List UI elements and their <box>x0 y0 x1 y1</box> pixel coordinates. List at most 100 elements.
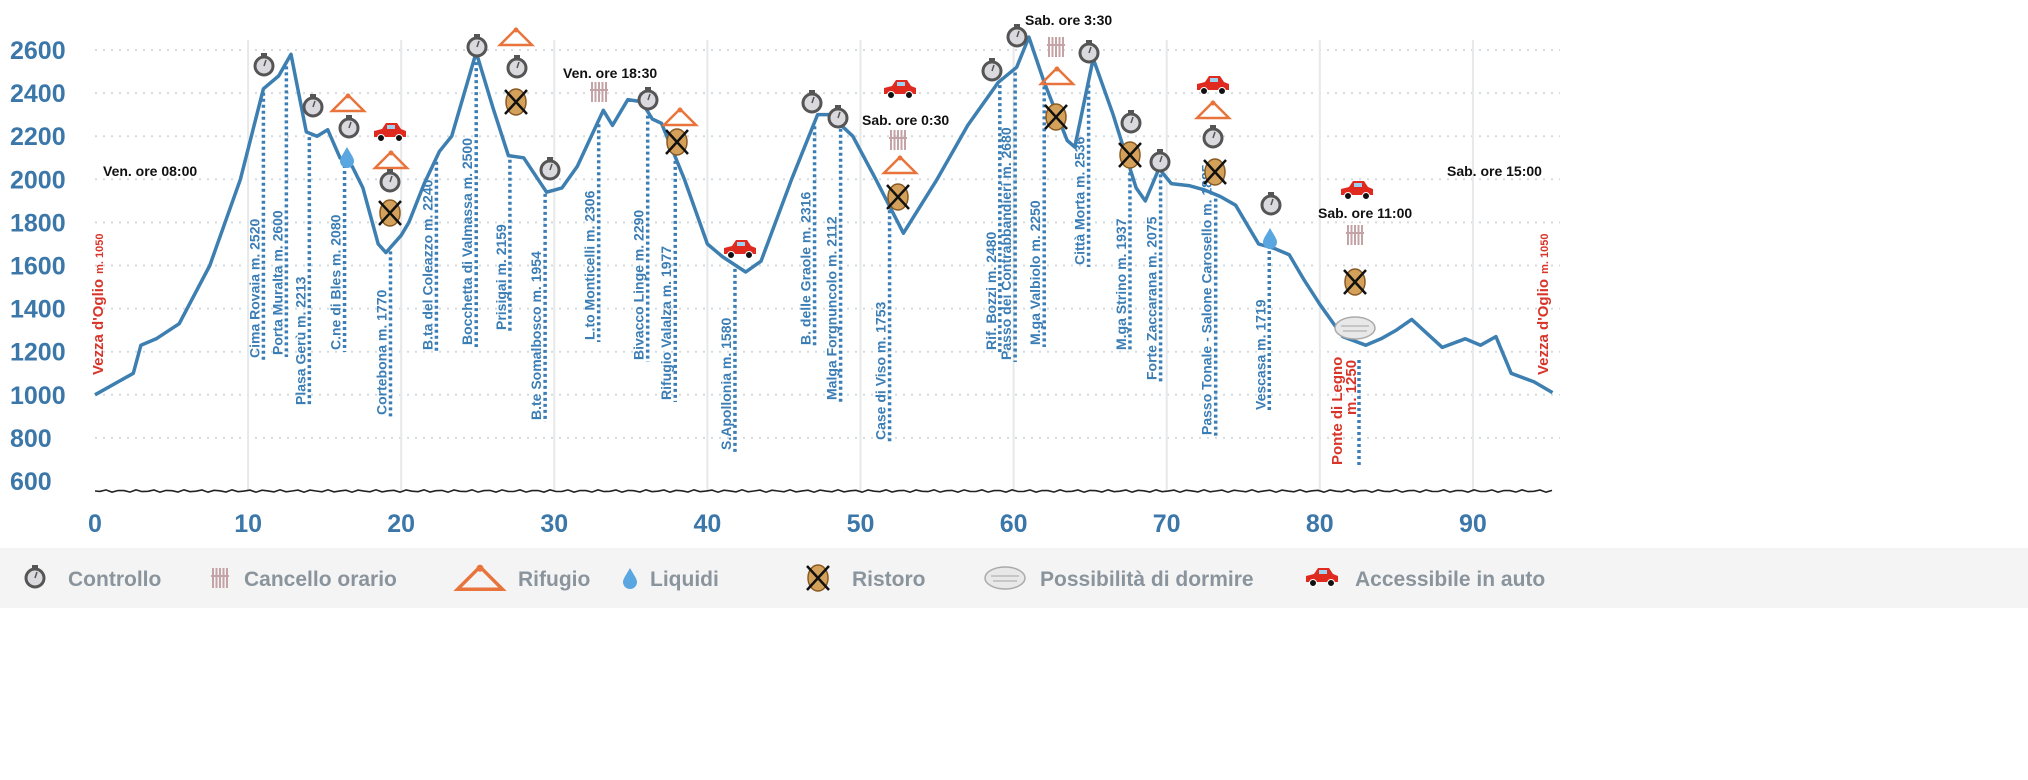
gate-rail <box>211 575 229 577</box>
ristoro-icon <box>886 183 910 211</box>
rifugio-icon <box>660 107 700 127</box>
controllo-icon <box>801 90 823 114</box>
end-elevation: m. 1050 <box>1539 234 1551 274</box>
legend-label: Possibilità di dormire <box>1040 568 1254 591</box>
gate-bar <box>1357 225 1360 245</box>
waypoint-marker: Porta Muralta m. 2600 <box>269 66 289 357</box>
stopwatch-button <box>1210 125 1216 129</box>
waypoint-marker: Forte Zaccarana m. 2075 <box>1144 174 1163 382</box>
start-elevation: m. 1050 <box>94 234 106 274</box>
car-body <box>374 123 406 137</box>
stopwatch-button <box>261 53 267 57</box>
car-wheel <box>905 91 913 99</box>
waypoint-marker: C.ne di Bles m. 2080 <box>328 164 347 352</box>
profile <box>94 35 1554 397</box>
end-name: Vezza d'Oglio <box>1535 279 1552 375</box>
ristoro-icon <box>1203 158 1227 186</box>
hut-roof <box>1037 66 1077 86</box>
waypoint-marker: Passo dei Contrabbandieri m. 2680 <box>998 72 1017 362</box>
gate-bar <box>1062 37 1064 57</box>
stopwatch-button <box>32 565 38 569</box>
ground-line <box>94 488 1553 494</box>
stopwatch-button <box>1014 24 1020 28</box>
car-wheel <box>1327 579 1335 587</box>
controllo-icon <box>24 565 46 589</box>
hut-roof <box>1193 100 1233 120</box>
gate-bar <box>1055 37 1057 57</box>
waypoint-marker: Cima Rovaia m. 2520 <box>246 92 266 360</box>
y-tick-label: 1800 <box>10 209 66 237</box>
controllo-icon <box>1260 192 1282 216</box>
waypoint-label: Forte Zaccarana m. 2075 <box>1144 216 1160 380</box>
legend-label: Accessibile in auto <box>1355 568 1545 591</box>
stopwatch-button <box>474 34 480 38</box>
waypoint-label: Prisigai m. 2159 <box>493 224 509 330</box>
car-body <box>884 80 916 94</box>
station-icons <box>253 24 1376 340</box>
x-tick-label: 0 <box>88 510 102 538</box>
waypoint-marker: B. delle Graole m. 2316 <box>798 126 817 347</box>
hut-roof <box>328 93 368 113</box>
car-wheel <box>377 134 385 142</box>
waypoint-marker: Bocchetta di Valmassa m. 2500 <box>459 56 478 347</box>
rifugio-icon <box>453 564 507 591</box>
car-wheel <box>1362 192 1370 200</box>
hut-roof <box>371 150 411 170</box>
gate-bar <box>1048 37 1050 57</box>
waypoint-label: S.Apollonia m. 1580 <box>718 318 734 450</box>
controllo-icon <box>1202 125 1224 149</box>
ristoro-icon <box>1044 103 1068 131</box>
gate-bar <box>893 130 896 150</box>
cross-mark <box>665 129 689 155</box>
bed-lines <box>1341 325 1369 332</box>
gate-bar <box>1350 225 1353 245</box>
cross-mark <box>1044 104 1068 130</box>
stopwatch-button <box>1128 110 1134 114</box>
y-tick-label: 2200 <box>10 123 66 151</box>
ristoro-icon <box>504 88 528 116</box>
waypoint-marker: Rif. Bozzi m. 2480 <box>983 85 1002 352</box>
gate-bar <box>591 82 593 102</box>
car-window <box>897 82 905 86</box>
stopwatch-hand <box>1016 30 1020 38</box>
gate-bar <box>605 82 607 102</box>
waypoint-marker: Malga Forgnuncolo m. 2112 <box>824 128 843 402</box>
waypoint-label: Porta Muralta m. 2600 <box>269 210 285 355</box>
x-tick-label: 20 <box>387 510 415 538</box>
gate-bar <box>594 82 597 102</box>
stopwatch-hand <box>516 61 520 69</box>
gate-bar <box>1347 225 1349 245</box>
bed-shape <box>1334 316 1376 340</box>
cross-mark <box>378 200 402 226</box>
y-tick-label: 800 <box>10 425 52 453</box>
legend-item-liquidi: Liquidi <box>623 568 719 591</box>
waypoint-label: Passo Tonale - Salone Carosello m. 1885 <box>1199 164 1215 435</box>
x-tick-label: 90 <box>1459 510 1487 538</box>
cross-mark <box>504 89 528 115</box>
time-label: Sab. ore 3:30 <box>1025 12 1112 28</box>
waypoint-label: B. delle Graole m. 2316 <box>798 191 814 345</box>
cross-mark <box>806 565 830 591</box>
waypoint-marker: Prisigai m. 2159 <box>493 159 512 332</box>
ponte-name: Ponte di Legno <box>1329 357 1346 465</box>
ground-line <box>94 488 1553 494</box>
stopwatch-button <box>1157 149 1163 153</box>
legend-label: Rifugio <box>518 568 590 591</box>
car-window <box>387 125 395 129</box>
rifugio-icon <box>371 150 411 170</box>
y-tick-label: 1600 <box>10 253 66 281</box>
gate-bar <box>900 130 903 150</box>
dormire-icon <box>1334 316 1376 340</box>
stopwatch-button <box>835 105 841 109</box>
stopwatch-hand <box>348 121 352 129</box>
time-label: Sab. ore 11:00 <box>1318 205 1412 221</box>
waypoint-marker: Vescasa m. 1719 <box>1252 250 1272 412</box>
cancello-icon <box>211 568 229 588</box>
end-label: Vezza d'Oglio m. 1050 <box>1535 234 1552 375</box>
cross-mark <box>1343 269 1367 295</box>
car-wheel <box>727 251 735 259</box>
gate-bar <box>904 130 906 150</box>
waypoint-label: C.ne di Bles m. 2080 <box>328 214 344 350</box>
bed-shape <box>984 566 1026 590</box>
